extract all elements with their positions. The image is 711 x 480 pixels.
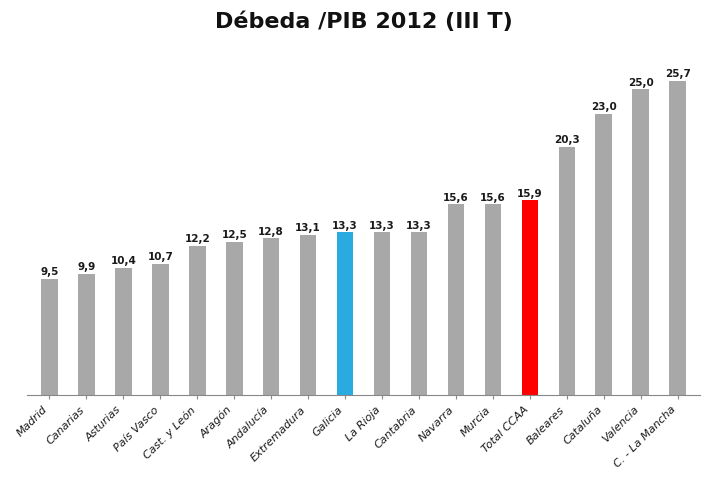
Text: 9,5: 9,5 [41,266,58,276]
Text: 25,7: 25,7 [665,69,690,79]
Text: 9,9: 9,9 [77,262,95,272]
Bar [448,204,464,395]
Text: 20,3: 20,3 [554,135,579,145]
Bar [115,268,132,395]
Text: 15,9: 15,9 [517,189,542,199]
Text: 12,2: 12,2 [184,234,210,244]
Bar [374,233,390,395]
Bar [41,279,58,395]
Bar [226,242,242,395]
Bar [596,115,612,395]
Text: 10,4: 10,4 [110,256,137,265]
Bar [669,82,686,395]
Text: 13,3: 13,3 [406,220,432,230]
Text: 13,3: 13,3 [332,220,358,230]
Bar [522,201,538,395]
Bar [633,90,649,395]
Text: 12,5: 12,5 [221,230,247,240]
Bar [152,264,169,395]
Bar [559,147,575,395]
Bar [78,274,95,395]
Bar [337,233,353,395]
Title: Débeda /PIB 2012 (III T): Débeda /PIB 2012 (III T) [215,11,513,32]
Text: 13,3: 13,3 [369,220,395,230]
Bar [411,233,427,395]
Text: 15,6: 15,6 [443,192,469,202]
Text: 25,0: 25,0 [628,78,653,88]
Text: 23,0: 23,0 [591,102,616,112]
Text: 13,1: 13,1 [295,223,321,233]
Bar [189,246,205,395]
Text: 12,8: 12,8 [258,227,284,236]
Text: 15,6: 15,6 [480,192,506,202]
Bar [263,239,279,395]
Bar [485,204,501,395]
Bar [300,235,316,395]
Text: 10,7: 10,7 [147,252,173,262]
